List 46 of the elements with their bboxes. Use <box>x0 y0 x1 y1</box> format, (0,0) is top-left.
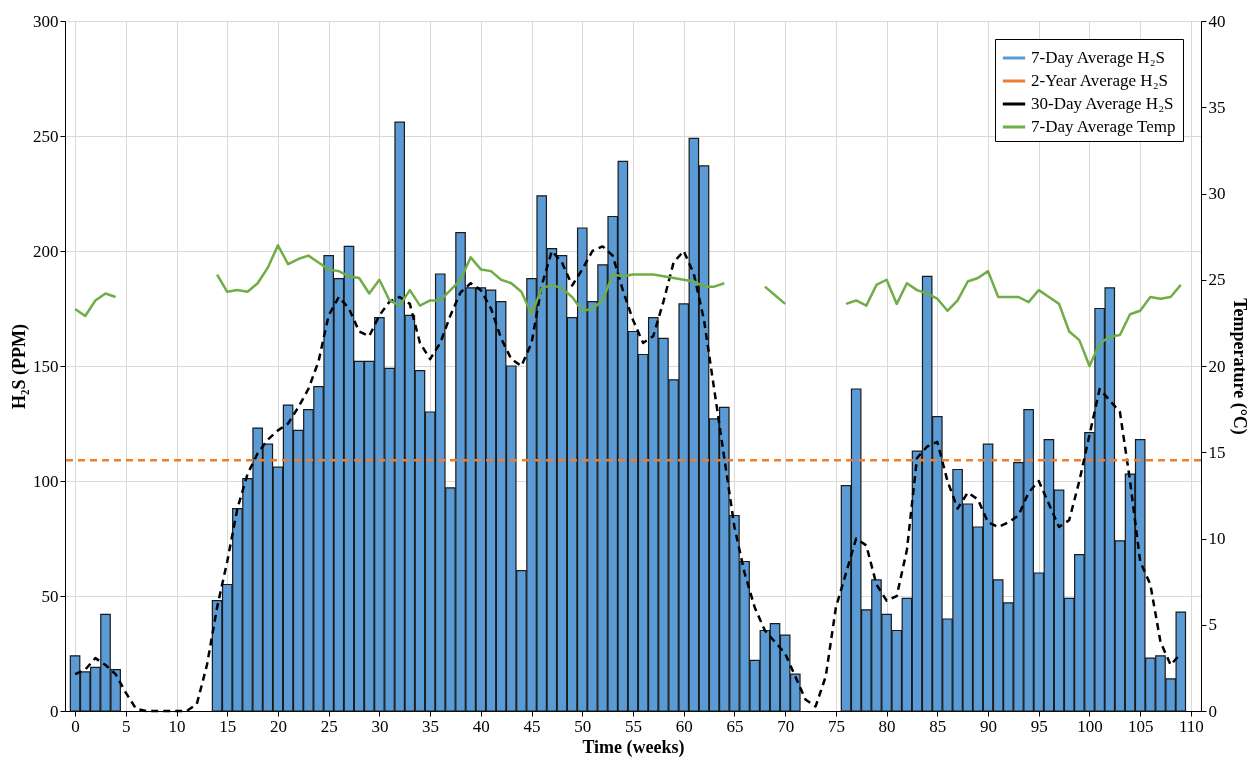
y2-tick-label: 5 <box>1208 615 1217 635</box>
y2-tick-label: 15 <box>1208 442 1226 462</box>
y-tick-label: 200 <box>33 241 59 261</box>
y2-axis-title: Temperature (°C) <box>1228 298 1250 435</box>
x-tick-label: 30 <box>371 716 389 736</box>
x-tick-label: 40 <box>472 716 490 736</box>
x-tick-label: 95 <box>1030 716 1048 736</box>
y-axis-title: H₂S (PPM) <box>9 324 30 409</box>
y2-tick-label: 10 <box>1208 529 1226 548</box>
x-tick-label: 110 <box>1178 716 1204 736</box>
x-tick-label: 15 <box>219 716 237 736</box>
legend-label: 7-Day Average Temp <box>1031 117 1176 136</box>
legend-label: 2-Year Average H₂S <box>1031 71 1169 90</box>
legend-label: 7-Day Average H₂S <box>1031 48 1166 67</box>
y2-tick-label: 40 <box>1208 11 1226 31</box>
x-tick-label: 85 <box>929 716 947 736</box>
x-tick-label: 50 <box>574 716 592 736</box>
x-tick-label: 90 <box>980 716 998 736</box>
y-tick-label: 250 <box>33 126 59 146</box>
x-tick-label: 60 <box>675 716 693 736</box>
x-tick-label: 55 <box>625 716 642 736</box>
x-tick-label: 0 <box>71 716 80 736</box>
y2-tick-label: 20 <box>1208 356 1226 376</box>
y2-tick-label: 0 <box>1208 701 1217 721</box>
x-tick-label: 35 <box>422 716 440 736</box>
x-tick-label: 45 <box>523 716 541 736</box>
x-tick-label: 5 <box>122 716 131 736</box>
x-tick-label: 75 <box>827 716 845 736</box>
y-tick-label: 300 <box>33 11 59 31</box>
y-tick-label: 150 <box>33 356 59 376</box>
x-tick-label: 65 <box>726 716 744 736</box>
x-tick-label: 20 <box>269 716 287 736</box>
y-tick-label: 100 <box>33 471 59 491</box>
x-tick-label: 105 <box>1127 716 1154 736</box>
x-tick-label: 10 <box>168 716 186 736</box>
y2-tick-label: 35 <box>1208 97 1226 117</box>
y-tick-label: 0 <box>50 701 59 721</box>
y-tick-label: 50 <box>41 586 59 606</box>
x-tick-label: 80 <box>878 716 896 736</box>
x-tick-label: 100 <box>1077 716 1103 736</box>
y2-tick-label: 25 <box>1208 270 1226 290</box>
y2-tick-label: 30 <box>1208 184 1226 203</box>
legend-label: 30-Day Average H₂S <box>1031 94 1174 113</box>
x-tick-label: 25 <box>320 716 338 736</box>
x-axis-title: Time (weeks) <box>582 736 685 758</box>
x-tick-label: 70 <box>777 716 795 736</box>
